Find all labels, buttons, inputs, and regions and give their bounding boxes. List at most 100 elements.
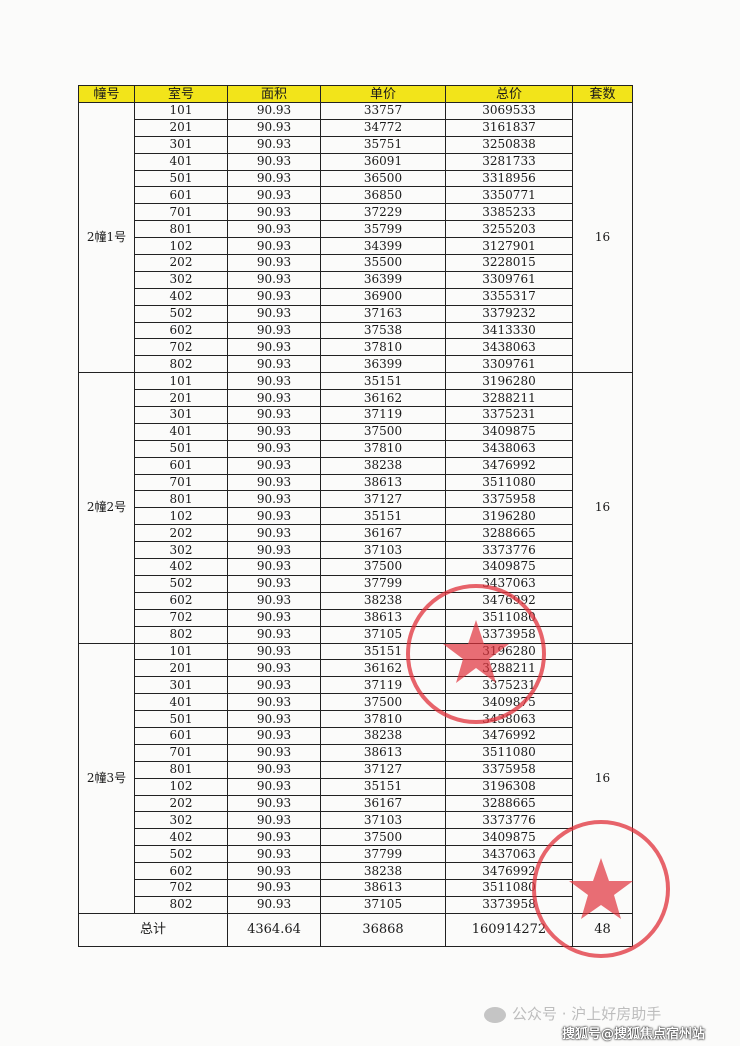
room-cell: 601 [134,186,228,205]
area-cell: 90.93 [227,794,321,813]
total-price-cell: 3288665 [445,524,573,543]
table-row: 601 90.93 36850 3350771 [79,186,633,205]
header-count: 套数 [572,85,633,103]
total-label: 总计 [78,912,228,947]
total-price-cell: 3288211 [445,659,573,678]
area-cell: 90.93 [227,608,321,627]
table-row: 801 90.93 37127 3375958 [79,490,633,509]
unit-price-cell: 34772 [320,118,446,137]
table-row: 801 90.93 35799 3255203 [79,220,633,239]
area-cell: 90.93 [227,372,321,391]
unit-price-cell: 35151 [320,372,446,391]
unit-price-cell: 37105 [320,625,446,644]
room-cell: 801 [134,490,228,509]
room-cell: 702 [134,338,228,357]
header-row: 幢号 室号 面积 单价 总价 套数 [78,85,633,103]
room-cell: 802 [134,895,228,914]
unit-price-cell: 36500 [320,169,446,188]
room-cell: 101 [134,372,228,391]
area-cell: 90.93 [227,676,321,695]
total-price-cell: 3309761 [445,270,573,289]
table-row: 201 90.93 34772 3161837 [79,118,633,137]
area-cell: 90.93 [227,220,321,239]
table-row: 202 90.93 36167 3288665 [79,524,633,543]
area-cell: 90.93 [227,895,321,914]
area-cell: 90.93 [227,625,321,644]
unit-price-cell: 38613 [320,608,446,627]
unit-price-cell: 37500 [320,558,446,576]
table-row: 2幢1号 101 90.93 33757 3069533 16 [78,101,633,374]
unit-price-cell: 37799 [320,845,446,864]
area-cell: 90.93 [227,270,321,289]
table-row: 602 90.93 38238 3476992 [79,862,633,880]
total-price-cell: 3288665 [445,794,573,813]
total-price-cell: 3281733 [445,152,573,171]
wechat-watermark: 公众号 · 沪上好房助手 [484,1003,661,1024]
area-cell: 90.93 [227,591,321,610]
table-row: 402 90.93 37500 3409875 [79,558,633,576]
total-price-cell: 3511080 [445,473,573,492]
unit-price-cell: 38238 [320,456,446,475]
area-cell: 90.93 [227,102,321,120]
room-cell: 301 [134,135,228,154]
total-price: 160914272 [445,912,573,947]
area-cell: 90.93 [227,777,321,796]
unit-price-cell: 37163 [320,304,446,323]
count-cell: 16 [572,101,633,374]
room-cell: 202 [134,794,228,813]
total-price-cell: 3196280 [445,372,573,391]
table-row: 701 90.93 37229 3385233 [79,203,633,222]
area-cell: 90.93 [227,743,321,762]
table-row: 602 90.93 38238 3476992 [79,591,633,610]
area-cell: 90.93 [227,507,321,526]
total-price-cell: 3511080 [445,743,573,762]
room-cell: 401 [134,693,228,712]
unit-price-cell: 38238 [320,591,446,610]
wechat-icon [484,1006,506,1023]
room-cell: 701 [134,473,228,492]
table-row: 2幢2号 101 90.93 35151 3196280 16 [78,372,633,644]
unit-price-cell: 38613 [320,743,446,762]
total-price-cell: 3409875 [445,693,573,712]
total-price-cell: 3438063 [445,710,573,728]
area-cell: 90.93 [227,287,321,306]
table-row: 802 90.93 36399 3309761 [79,355,633,374]
table-row: 202 90.93 36167 3288665 [79,794,633,813]
total-price-cell: 3438063 [445,439,573,458]
room-cell: 102 [134,777,228,796]
area-cell: 90.93 [227,811,321,830]
area-cell: 90.93 [227,862,321,880]
total-price-cell: 3476992 [445,591,573,610]
area-cell: 90.93 [227,473,321,492]
table-row: 601 90.93 38238 3476992 [79,726,633,745]
total-price-cell: 3196308 [445,777,573,796]
total-price-cell: 3250838 [445,135,573,154]
room-cell: 501 [134,169,228,188]
room-cell: 202 [134,524,228,543]
room-cell: 302 [134,811,228,830]
unit-price-cell: 37119 [320,406,446,424]
unit-price-cell: 37105 [320,895,446,914]
table-row: 301 90.93 35751 3250838 [79,135,633,154]
total-price-cell: 3375958 [445,490,573,509]
total-price-cell: 3375231 [445,676,573,695]
table-row: 501 90.93 37810 3438063 [79,710,633,728]
unit-price-cell: 37103 [320,541,446,560]
room-cell: 401 [134,152,228,171]
total-price-cell: 3476992 [445,726,573,745]
area-cell: 90.93 [227,355,321,374]
room-cell: 502 [134,574,228,593]
total-price-cell: 3511080 [445,878,573,897]
table-row: 702 90.93 38613 3511080 [79,878,633,897]
room-cell: 502 [134,845,228,864]
area-cell: 90.93 [227,456,321,475]
header-total-price: 总价 [445,85,573,103]
area-cell: 90.93 [227,389,321,408]
area-cell: 90.93 [227,574,321,593]
room-cell: 601 [134,726,228,745]
room-cell: 402 [134,287,228,306]
room-cell: 502 [134,304,228,323]
header-building: 幢号 [78,85,135,103]
total-price-cell: 3476992 [445,862,573,880]
total-row: 总计 4364.64 36868 160914272 48 [78,912,633,947]
